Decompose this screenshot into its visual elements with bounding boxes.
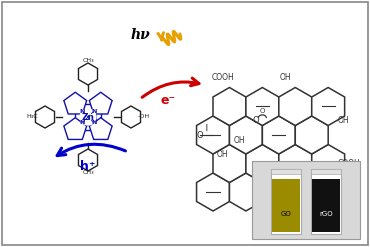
Text: O: O [196, 130, 203, 140]
Text: rGO: rGO [319, 211, 333, 218]
Bar [311, 169, 341, 174]
Text: Zn: Zn [81, 112, 94, 122]
Text: OH: OH [338, 116, 350, 125]
Text: CH₃: CH₃ [82, 170, 94, 176]
Polygon shape [295, 173, 328, 211]
Polygon shape [246, 87, 279, 125]
Text: N: N [80, 109, 85, 114]
Text: N: N [80, 120, 85, 125]
Bar [271, 169, 301, 174]
Text: -OH: -OH [138, 115, 150, 120]
Text: OH: OH [280, 73, 291, 82]
Polygon shape [89, 118, 112, 140]
Text: O: O [260, 108, 265, 114]
Polygon shape [279, 144, 312, 183]
Polygon shape [78, 63, 98, 85]
Polygon shape [295, 116, 328, 154]
Text: e⁻: e⁻ [161, 94, 175, 106]
Text: ║: ║ [205, 124, 208, 131]
Polygon shape [78, 149, 98, 171]
Text: N: N [91, 120, 97, 125]
Text: OH: OH [338, 179, 350, 188]
Polygon shape [64, 118, 87, 140]
Polygon shape [89, 92, 112, 114]
Circle shape [80, 109, 96, 125]
Bar [272, 179, 300, 232]
Polygon shape [196, 173, 229, 211]
Text: CH₃: CH₃ [82, 59, 94, 63]
Polygon shape [312, 144, 344, 183]
Text: COOH: COOH [338, 159, 361, 168]
Text: COOH: COOH [212, 73, 234, 82]
Polygon shape [36, 106, 54, 128]
Polygon shape [213, 87, 246, 125]
Polygon shape [262, 173, 295, 211]
Polygon shape [279, 87, 312, 125]
Text: H₃C: H₃C [26, 115, 38, 120]
Text: N: N [91, 109, 97, 114]
Polygon shape [246, 144, 279, 183]
Bar [312, 179, 340, 232]
Polygon shape [312, 87, 344, 125]
Bar [271, 169, 301, 234]
Bar [252, 161, 360, 239]
Text: hν: hν [130, 28, 150, 42]
Polygon shape [121, 106, 141, 128]
Text: GO: GO [280, 211, 292, 218]
Polygon shape [213, 144, 246, 183]
Bar [311, 169, 341, 234]
Text: OH: OH [233, 136, 245, 145]
Text: h⁺: h⁺ [80, 161, 96, 173]
Text: O: O [252, 116, 259, 125]
Polygon shape [229, 173, 262, 211]
Polygon shape [64, 92, 87, 114]
Text: OH: OH [217, 150, 229, 160]
Polygon shape [196, 116, 229, 154]
Polygon shape [229, 116, 262, 154]
Polygon shape [262, 116, 295, 154]
